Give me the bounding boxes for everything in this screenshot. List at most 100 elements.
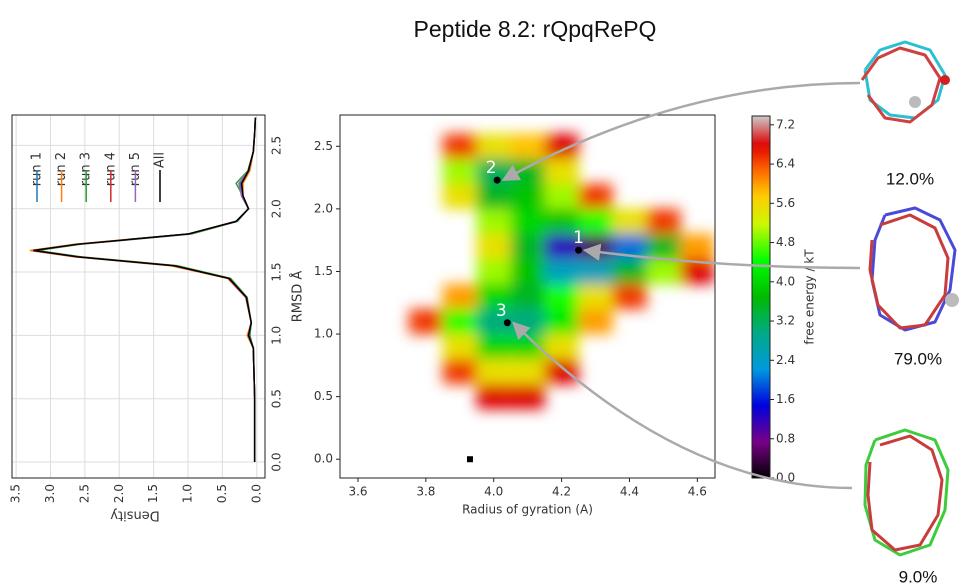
heatmap-cell xyxy=(510,133,545,159)
y-tick-label: 2.5 xyxy=(270,136,284,155)
heatmap-cell xyxy=(544,359,579,385)
colorbar-tick-label: 0.8 xyxy=(776,431,795,445)
y-tick-label: 0.0 xyxy=(314,452,333,466)
heatmap-cell xyxy=(544,208,579,234)
y-tick-label: 1.0 xyxy=(270,326,284,345)
heatmap-cell xyxy=(476,334,511,360)
heatmap-cell xyxy=(442,158,477,184)
cluster-label: 1 xyxy=(573,228,584,248)
x-tick-label: 1.0 xyxy=(181,484,195,503)
colorbar xyxy=(751,115,771,479)
connector-arrow xyxy=(582,243,861,270)
heatmap-cell xyxy=(476,233,511,259)
y-axis-label: Density xyxy=(110,508,160,523)
x-tick-label: 4.0 xyxy=(484,485,503,499)
heatmap-cell xyxy=(442,359,477,385)
x-axis-label: Radius of gyration (A) xyxy=(462,503,593,517)
colorbar-tick-label: 4.8 xyxy=(776,235,795,249)
legend-label: All xyxy=(153,152,168,168)
heatmap-cell xyxy=(612,283,647,310)
heatmap-cell xyxy=(476,208,511,234)
colorbar-tick-label: 2.4 xyxy=(776,353,795,367)
x-tick-label: 3.6 xyxy=(348,485,367,499)
heatmap-cell xyxy=(510,208,545,234)
colorbar-tick-label: 4.0 xyxy=(776,274,795,288)
heatmap-cell xyxy=(544,183,579,209)
chart-title: Peptide 8.2: rQpqRePQ xyxy=(414,16,657,42)
structure-image xyxy=(863,428,950,557)
heatmap-cell xyxy=(578,283,613,310)
cluster-center xyxy=(503,319,511,327)
heatmap-cell xyxy=(442,133,477,159)
heatmap-cell xyxy=(476,359,511,385)
colorbar-tick-label: 6.4 xyxy=(776,157,795,171)
colorbar-tick-label: 1.6 xyxy=(776,392,795,406)
heatmap-cell xyxy=(510,309,545,335)
legend-label: run 5 xyxy=(128,152,143,186)
structure-image xyxy=(860,40,950,124)
x-tick-label: 3.0 xyxy=(43,484,57,503)
cluster-center xyxy=(493,176,501,184)
heatmap-cell xyxy=(544,334,579,360)
heatmap-cell xyxy=(510,384,545,410)
heatmap-cell xyxy=(442,309,477,335)
heatmap-cell xyxy=(612,208,647,234)
heatmap-cell xyxy=(544,158,579,184)
x-tick-label: 4.6 xyxy=(688,485,707,499)
heatmap-cell xyxy=(408,309,443,335)
plot-frame xyxy=(339,114,716,479)
heatmap-cell xyxy=(442,283,477,310)
heatmap-cell xyxy=(476,183,511,209)
plot-frame xyxy=(11,114,266,479)
structure-image xyxy=(868,206,959,332)
heatmap-cell xyxy=(578,309,613,335)
y-tick-label: 1.0 xyxy=(314,327,333,341)
population-label: 79.0% xyxy=(894,349,942,368)
x-tick-label: 2.0 xyxy=(112,484,126,503)
y-tick-label: 2.5 xyxy=(314,139,333,153)
heatmap-cell xyxy=(646,258,681,284)
x-tick-label: 4.4 xyxy=(620,485,639,499)
heatmap-cell xyxy=(612,258,647,284)
heatmap-cell xyxy=(476,384,511,410)
y-tick-label: 2.0 xyxy=(314,201,333,215)
x-tick-label: 3.8 xyxy=(416,485,435,499)
x-tick-label: 2.5 xyxy=(77,484,91,503)
heatmap-cell xyxy=(578,208,613,234)
x-tick-label: 0.0 xyxy=(249,484,263,503)
heatmap-cell xyxy=(578,258,613,284)
heatmap-cell xyxy=(510,233,545,259)
cluster-label: 3 xyxy=(496,301,507,321)
y-tick-label: 0.0 xyxy=(270,452,284,471)
colorbar-label: free energy / kT xyxy=(803,249,817,345)
density-line xyxy=(33,117,257,463)
heatmap-cell xyxy=(510,283,545,310)
heatmap-cell xyxy=(544,233,579,259)
heatmap-cell xyxy=(544,258,579,284)
heatmap-cell xyxy=(476,258,511,284)
cluster-label: 2 xyxy=(486,158,497,178)
heatmap-cell xyxy=(476,133,511,159)
heatmap-cell xyxy=(510,183,545,209)
population-label: 12.0% xyxy=(886,169,934,188)
heatmap-cell xyxy=(578,183,613,209)
connector-arrow xyxy=(501,81,861,182)
y-tick-label: 1.5 xyxy=(270,263,284,282)
legend-label: run 2 xyxy=(54,152,69,186)
heatmap-cell xyxy=(510,258,545,284)
x-tick-label: 0.5 xyxy=(215,484,229,503)
x-tick-label: 3.5 xyxy=(9,484,23,503)
y-tick-label: 2.0 xyxy=(270,199,284,218)
x-tick-label: 1.5 xyxy=(146,484,160,503)
y-tick-label: 0.5 xyxy=(314,389,333,403)
heatmap-cell xyxy=(680,233,715,259)
heatmap-cell xyxy=(476,283,511,310)
heatmap-cell xyxy=(442,183,477,209)
connector-arrow xyxy=(512,321,853,490)
cluster-center xyxy=(575,246,583,254)
legend-label: run 3 xyxy=(79,152,94,186)
heatmap-cell xyxy=(646,208,681,234)
heatmap-cell xyxy=(442,334,477,360)
heatmap-cell xyxy=(510,359,545,385)
